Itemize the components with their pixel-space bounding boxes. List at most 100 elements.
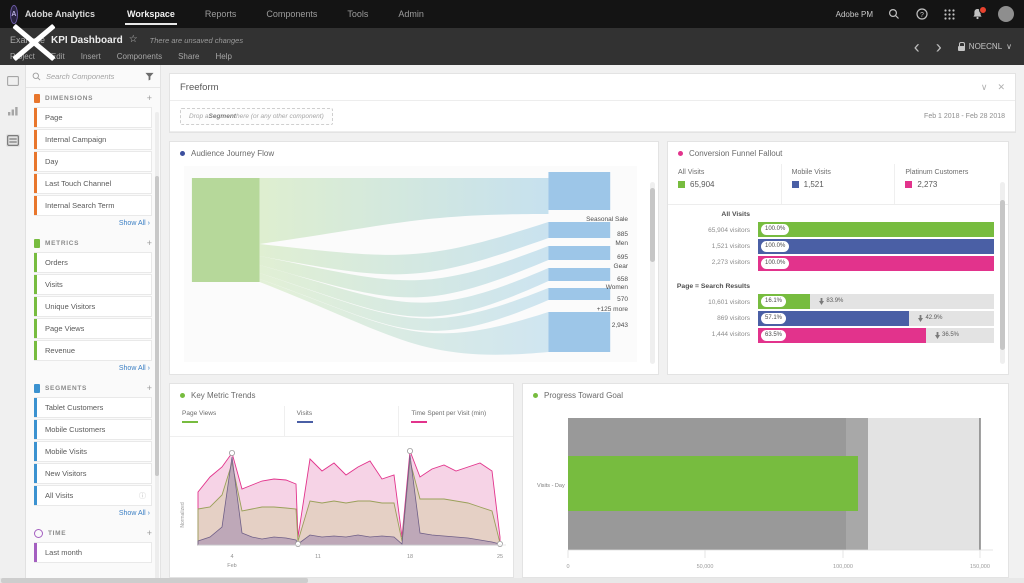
show-all-dimensions-link[interactable]: Show All › <box>118 220 150 227</box>
section-label-segments: SEGMENTS <box>45 385 88 392</box>
legend-label: Page Views <box>182 410 217 417</box>
component-label: Orders <box>45 258 68 267</box>
menu-item-edit[interactable]: Edit <box>50 52 65 61</box>
viz-status-dot <box>180 150 185 156</box>
sankey-node-label: Women <box>605 284 628 291</box>
search-input[interactable]: Search Components <box>46 71 115 81</box>
funnel-chart[interactable]: All Visits 65,904 Mobile Visits 1,521 Pl… <box>668 164 1008 374</box>
funnel-legend-item: Platinum Customers 2,273 <box>895 164 1008 204</box>
brand[interactable]: A Adobe Analytics <box>0 4 95 24</box>
info-icon[interactable]: ⓘ <box>139 492 146 500</box>
trends-legend-item: Time Spent per Visit (min) <box>399 406 513 436</box>
org-label: NOECNL <box>968 42 1003 51</box>
list-item[interactable]: Revenue <box>34 340 152 361</box>
list-item[interactable]: Day <box>34 151 152 172</box>
date-range-label[interactable]: Feb 1 2018 - Feb 28 2018 <box>924 112 1005 120</box>
funnel-bar[interactable]: 57.1% <box>758 311 910 326</box>
viz-status-dot <box>678 150 683 156</box>
show-all-segments-link[interactable]: Show All › <box>118 510 150 517</box>
menu-item-project[interactable]: Project <box>10 52 35 61</box>
progress-toward-goal-header: Progress Toward Goal <box>523 384 1008 406</box>
funnel-bar[interactable]: 16.1% <box>758 294 810 309</box>
global-header-right: Adobe PM ? <box>836 5 1024 22</box>
list-item[interactable]: Tablet Customers <box>34 397 152 418</box>
legend-label: Time Spent per Visit (min) <box>411 410 487 417</box>
sankey-scrollbar[interactable] <box>650 182 655 364</box>
list-item[interactable]: Internal Search Term <box>34 195 152 216</box>
close-panel-icon[interactable]: ✕ <box>997 81 1005 92</box>
workspace-canvas: Freeform ∨ ✕ Drop a Segment here (or any… <box>161 65 1024 583</box>
list-item[interactable]: Mobile Visits <box>34 441 152 462</box>
menu-item-share[interactable]: Share <box>178 52 200 61</box>
funnel-bar[interactable]: 63.5% <box>758 328 926 343</box>
list-item[interactable]: Page Views <box>34 318 152 339</box>
funnel-step: Page = Search Results 10,601 visitors 86… <box>668 277 1008 349</box>
sankey-node-value: 658 <box>617 276 628 283</box>
nav-tab-tools[interactable]: Tools <box>347 9 369 19</box>
visualizations-icon[interactable] <box>6 104 20 117</box>
list-item[interactable]: New Visitors <box>34 463 152 484</box>
search-components-row[interactable]: Search Components <box>26 65 160 88</box>
collapse-panel-icon[interactable]: ∨ <box>980 81 988 92</box>
list-item[interactable]: All Visits ⓘ <box>34 485 152 506</box>
list-item[interactable]: Unique Visitors <box>34 296 152 317</box>
help-icon[interactable]: ? <box>914 7 929 22</box>
notifications-icon[interactable] <box>970 5 987 22</box>
menu-item-components[interactable]: Components <box>116 52 163 61</box>
funnel-bar[interactable]: 100.0% <box>758 256 994 271</box>
filter-icon[interactable] <box>145 72 154 81</box>
segment-dropzone[interactable]: Drop a Segment here (or any other compon… <box>180 107 333 125</box>
legend-label: Visits <box>296 410 313 417</box>
menu-item-help[interactable]: Help <box>215 52 232 61</box>
list-item[interactable]: Internal Campaign <box>34 129 152 150</box>
funnel-legend-item: All Visits 65,904 <box>668 164 782 204</box>
favorite-star-icon[interactable]: ☆ <box>128 34 138 45</box>
section-label-time: TIME <box>48 530 67 537</box>
add-dimension-button[interactable]: + <box>146 93 152 103</box>
list-item[interactable]: Last Touch Channel <box>34 173 152 194</box>
x-tick-label: 50,000 <box>697 564 714 570</box>
nav-tab-workspace[interactable]: Workspace <box>113 0 189 28</box>
nav-tab-reports[interactable]: Reports <box>204 9 237 19</box>
components-scrollbar[interactable] <box>155 112 159 582</box>
components-icon[interactable] <box>5 134 20 147</box>
viz-row-2: Key Metric Trends Page Views Visits <box>169 383 1016 578</box>
funnel-bar-track: 16.1% 83.9% <box>758 294 994 309</box>
add-time-button[interactable]: + <box>146 528 152 538</box>
show-all-metrics-link[interactable]: Show All › <box>118 365 150 372</box>
add-metric-button[interactable]: + <box>146 238 152 248</box>
funnel-step-name: Page = Search Results <box>676 283 750 290</box>
list-item[interactable]: Mobile Customers <box>34 419 152 440</box>
nav-tab-components[interactable]: Components <box>266 9 318 19</box>
add-segment-button[interactable]: + <box>146 383 152 393</box>
funnel-bar-track: 57.1% 42.9% <box>758 311 994 326</box>
trends-chart[interactable]: Page Views Visits Time Spent per Visit (… <box>170 406 513 577</box>
horizontal-scrollbar[interactable] <box>0 578 1024 583</box>
legend-line <box>411 421 428 423</box>
org-selector[interactable]: NOECNL ∨ <box>957 42 1012 51</box>
avatar[interactable] <box>998 6 1014 22</box>
back-chevron-icon[interactable]: ‹ <box>913 36 920 57</box>
funnel-bar[interactable]: 100.0% <box>758 239 994 254</box>
legend-line <box>182 421 198 423</box>
list-item[interactable]: Page <box>34 107 152 128</box>
funnel-legend-item: Mobile Visits 1,521 <box>782 164 896 204</box>
list-item[interactable]: Orders <box>34 252 152 273</box>
funnel-scrollbar[interactable] <box>1000 182 1005 364</box>
list-item[interactable]: Last month <box>34 542 152 563</box>
sankey-node-value: 885 <box>617 231 628 238</box>
nav-tab-admin[interactable]: Admin <box>398 9 424 19</box>
panels-icon[interactable] <box>6 74 20 87</box>
funnel-bar-track: 63.5% 36.5% <box>758 328 994 343</box>
funnel-step-labels: Page = Search Results 10,601 visitors 86… <box>668 283 758 345</box>
funnel-bar[interactable]: 100.0% <box>758 222 994 237</box>
search-icon[interactable] <box>886 7 901 22</box>
list-item[interactable]: Visits <box>34 274 152 295</box>
bullet-chart[interactable]: Visits - Day 0 50,000 100,000 150,000 <box>523 406 1008 581</box>
sankey-chart[interactable]: Seasonal Sale 885 Men 695 Gear 658 Wom <box>170 164 658 374</box>
legend-value: 65,904 <box>690 180 715 189</box>
app-grid-icon[interactable] <box>942 7 957 22</box>
forward-chevron-icon[interactable]: › <box>935 36 942 57</box>
menu-item-insert[interactable]: Insert <box>80 52 101 61</box>
section-header-dimensions: DIMENSIONS + <box>26 88 160 107</box>
